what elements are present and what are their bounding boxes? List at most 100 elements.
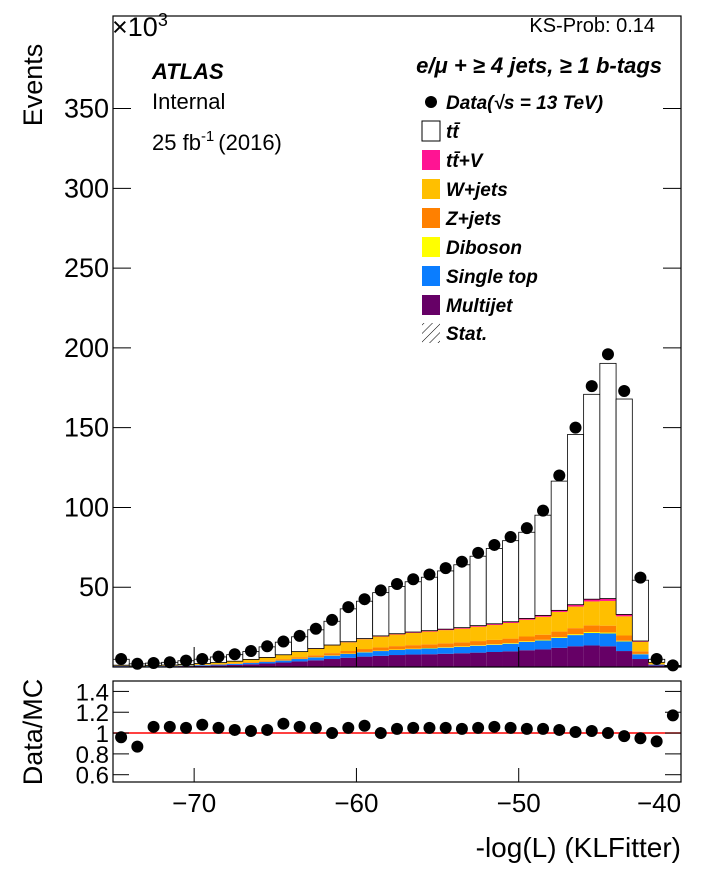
histogram-bar [210,662,227,665]
histogram-bar [551,611,568,632]
histogram-bar [567,628,584,635]
data-point [244,645,257,658]
histogram-bar [307,655,324,658]
histogram-bar [437,653,454,667]
y-axis-label: Events [18,44,48,127]
histogram-bar [437,570,455,630]
ratio-y-axis-label: Data/MC [18,679,48,786]
x-tick-label: −70 [172,788,216,818]
histogram-bar [340,657,357,667]
histogram-bar [453,627,471,629]
histogram-bar [372,651,389,656]
histogram-bar [534,649,552,667]
data-point [391,578,403,591]
legend-label: Diboson [446,238,522,259]
histogram-bar [502,638,519,644]
legend-swatch [422,295,440,315]
histogram-bar [518,641,535,651]
y-tick-label: 0.6 [76,763,109,790]
legend-label: Multijet [446,296,513,317]
histogram-bar [388,655,406,667]
histogram-bar [583,633,600,646]
histogram-bar [534,514,552,616]
histogram-bar [599,632,617,634]
ratio-point [569,726,582,739]
histogram-bar [502,622,519,639]
histogram-bar [356,649,373,652]
y-tick-label: 0.8 [76,742,109,769]
histogram-bar [631,579,649,642]
y-tick-label: 1.2 [76,700,109,727]
ratio-point [163,720,176,733]
data-point [374,584,387,597]
plot-frame [112,15,682,668]
histogram-bar [470,626,487,642]
histogram-bar [583,645,600,667]
histogram-bar [437,647,454,648]
lumi-year: (2016) [218,130,282,155]
histogram-bar [616,614,633,617]
legend-swatch [422,208,440,228]
data-point [163,656,176,669]
ratio-frame [112,680,682,783]
histogram-bar [583,601,600,626]
histogram-bar [599,362,617,599]
ratio-point [358,719,371,732]
data-point [342,601,355,614]
histogram-bar [323,655,341,660]
histogram-bar [632,659,649,667]
histogram-bar [340,651,357,654]
ratio-point [618,730,631,743]
legend-swatch [422,237,440,257]
legend-label: tt̄+V [446,151,484,172]
histogram-bar [551,637,568,638]
ratio-point [293,720,306,733]
data-point [358,593,371,606]
legend-label: Data(√s = 13 TeV) [446,93,603,114]
ks-prob: KS-Prob: 0.14 [529,15,655,37]
histogram-bar [405,632,422,633]
data-point [504,530,517,543]
y-tick-label: 1 [96,721,109,748]
y-tick-label: 100 [64,492,109,522]
histogram-bar [599,598,617,601]
legend-marker [425,96,437,108]
ratio-point [228,723,241,736]
data-point [277,635,290,648]
data-point [326,613,339,626]
histogram-bar [486,644,503,645]
data-point [131,657,144,670]
histogram-bar [502,540,520,623]
histogram-bar [242,663,260,665]
histogram-bar [518,531,536,619]
histogram-bar [421,648,438,655]
histogram-bar [551,647,568,667]
data-point [439,562,452,575]
histogram-bar [453,642,471,647]
histogram-bar [567,604,584,607]
histogram-bar [275,659,292,661]
histogram-bar [518,650,535,667]
histogram-bar [502,621,519,623]
ratio-point [342,721,355,734]
histogram-bar [356,600,374,639]
data-point [537,504,550,517]
histogram-bar [275,655,292,660]
stat-legend-swatch [422,323,440,343]
ratio-point [504,721,517,734]
ratio-point [147,720,160,733]
histogram-bar [404,581,422,633]
histogram-bar [307,657,324,661]
histogram-bar [226,664,243,667]
histogram-bar [502,643,519,652]
histogram-bar [567,634,584,636]
data-point [601,348,614,361]
data-point [293,629,306,642]
histogram-bar [275,660,292,663]
ratio-point [650,735,663,748]
ratio-point [423,721,436,734]
lumi-exp: -1 [201,128,214,145]
ratio-point [196,718,209,731]
histogram-bar [437,647,454,654]
lumi: 25 fb-1 (2016) [152,128,282,155]
